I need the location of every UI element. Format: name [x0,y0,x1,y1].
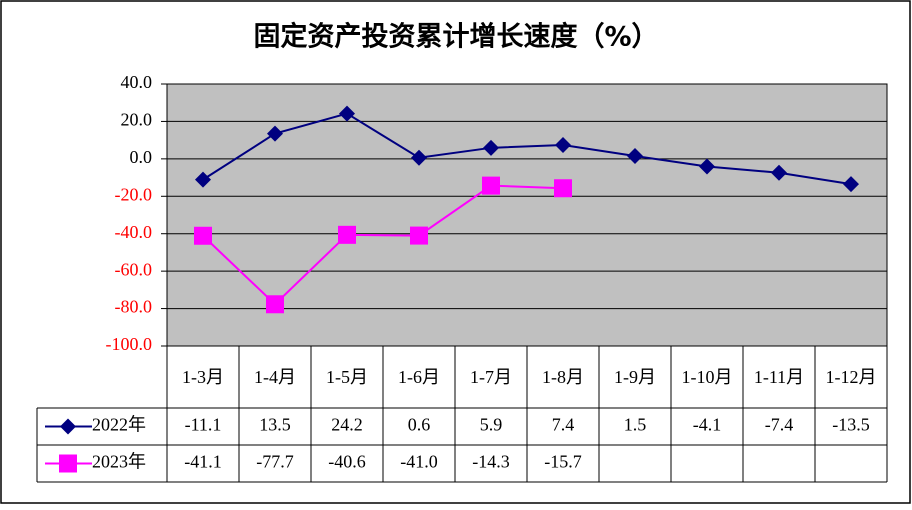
table-value: -7.4 [765,415,794,435]
table-value: 0.6 [408,415,431,435]
table-value: -11.1 [185,415,222,435]
x-tick-cell: 1-12月 [815,346,887,408]
x-tick-wrap: 1-11月 [743,346,815,408]
x-tick-label: 1-4月 [254,367,296,387]
marker [266,295,284,314]
x-tick-wrap: 1-6月 [383,346,455,408]
series-line [202,184,564,306]
marker [339,105,355,122]
marker [483,139,499,156]
legend-label: 2022年 [92,415,146,435]
x-tick-wrap: 1-9月 [599,346,671,408]
marker [194,226,212,245]
table-value: -14.3 [472,452,510,472]
x-tick-cell: 1-4月 [239,346,311,408]
marker [843,176,859,193]
marker [555,137,571,154]
x-tick-label: 1-10月 [681,367,733,387]
marker [338,225,356,244]
x-tick-label: 1-5月 [326,367,368,387]
table-value: -77.7 [256,452,294,472]
x-tick-cell: 1-9月 [599,346,671,408]
y-tick-label: -20.0 [115,184,153,204]
table-value: -41.1 [184,452,222,472]
y-tick-label: -60.0 [115,259,153,279]
x-tick-label: 1-9月 [614,367,656,387]
x-tick-cell: 1-10月 [671,346,743,408]
table-value: 7.4 [552,415,575,435]
marker [554,179,572,198]
table-value: 1.5 [624,415,647,435]
marker [267,125,283,142]
x-tick-cell: 1-8月 [527,346,599,408]
table-value: 5.9 [480,415,503,435]
x-tick-label: 1-8月 [542,367,584,387]
marker [627,148,643,165]
x-tick-label: 1-3月 [182,367,224,387]
table-value: -13.5 [832,415,870,435]
y-tick-label: -80.0 [115,297,153,317]
table-value: -15.7 [544,452,582,472]
chart-title: 固定资产投资累计增长速度（%） [253,21,658,53]
marker [59,454,77,473]
series-line [202,112,852,186]
x-tick-wrap: 1-3月 [167,346,239,408]
y-tick-label: 40.0 [121,72,153,92]
marker [195,171,211,188]
x-tick-cell: 1-3月 [167,346,239,408]
marker [482,176,500,195]
marker [771,164,787,181]
x-tick-label: 1-12月 [825,367,877,387]
x-tick-label: 1-11月 [753,367,805,387]
table-value: 24.2 [331,415,363,435]
x-tick-cell: 1-7月 [455,346,527,408]
x-tick-wrap: 1-10月 [671,346,743,408]
table-value: -40.6 [328,452,366,472]
x-tick-cell: 1-5月 [311,346,383,408]
x-tick-cell: 1-6月 [383,346,455,408]
marker [411,149,427,166]
x-tick-cell: 1-11月 [743,346,815,408]
marker [60,418,76,435]
x-tick-wrap: 1-8月 [527,346,599,408]
x-tick-wrap: 1-12月 [815,346,887,408]
y-tick-label: -40.0 [115,222,153,242]
x-tick-label: 1-7月 [470,367,512,387]
x-tick-wrap: 1-7月 [455,346,527,408]
legend-label: 2023年 [92,452,146,472]
table-value: -41.0 [400,452,438,472]
x-tick-wrap: 1-4月 [239,346,311,408]
y-tick-label: -100.0 [106,334,153,354]
table-value: 13.5 [259,415,291,435]
x-tick-label: 1-6月 [398,367,440,387]
table-value: -4.1 [693,415,722,435]
x-tick-wrap: 1-5月 [311,346,383,408]
plot-area [166,83,888,347]
y-tick-label: 0.0 [130,147,153,167]
marker [410,226,428,245]
y-tick-label: 20.0 [121,110,153,130]
marker [699,158,715,175]
